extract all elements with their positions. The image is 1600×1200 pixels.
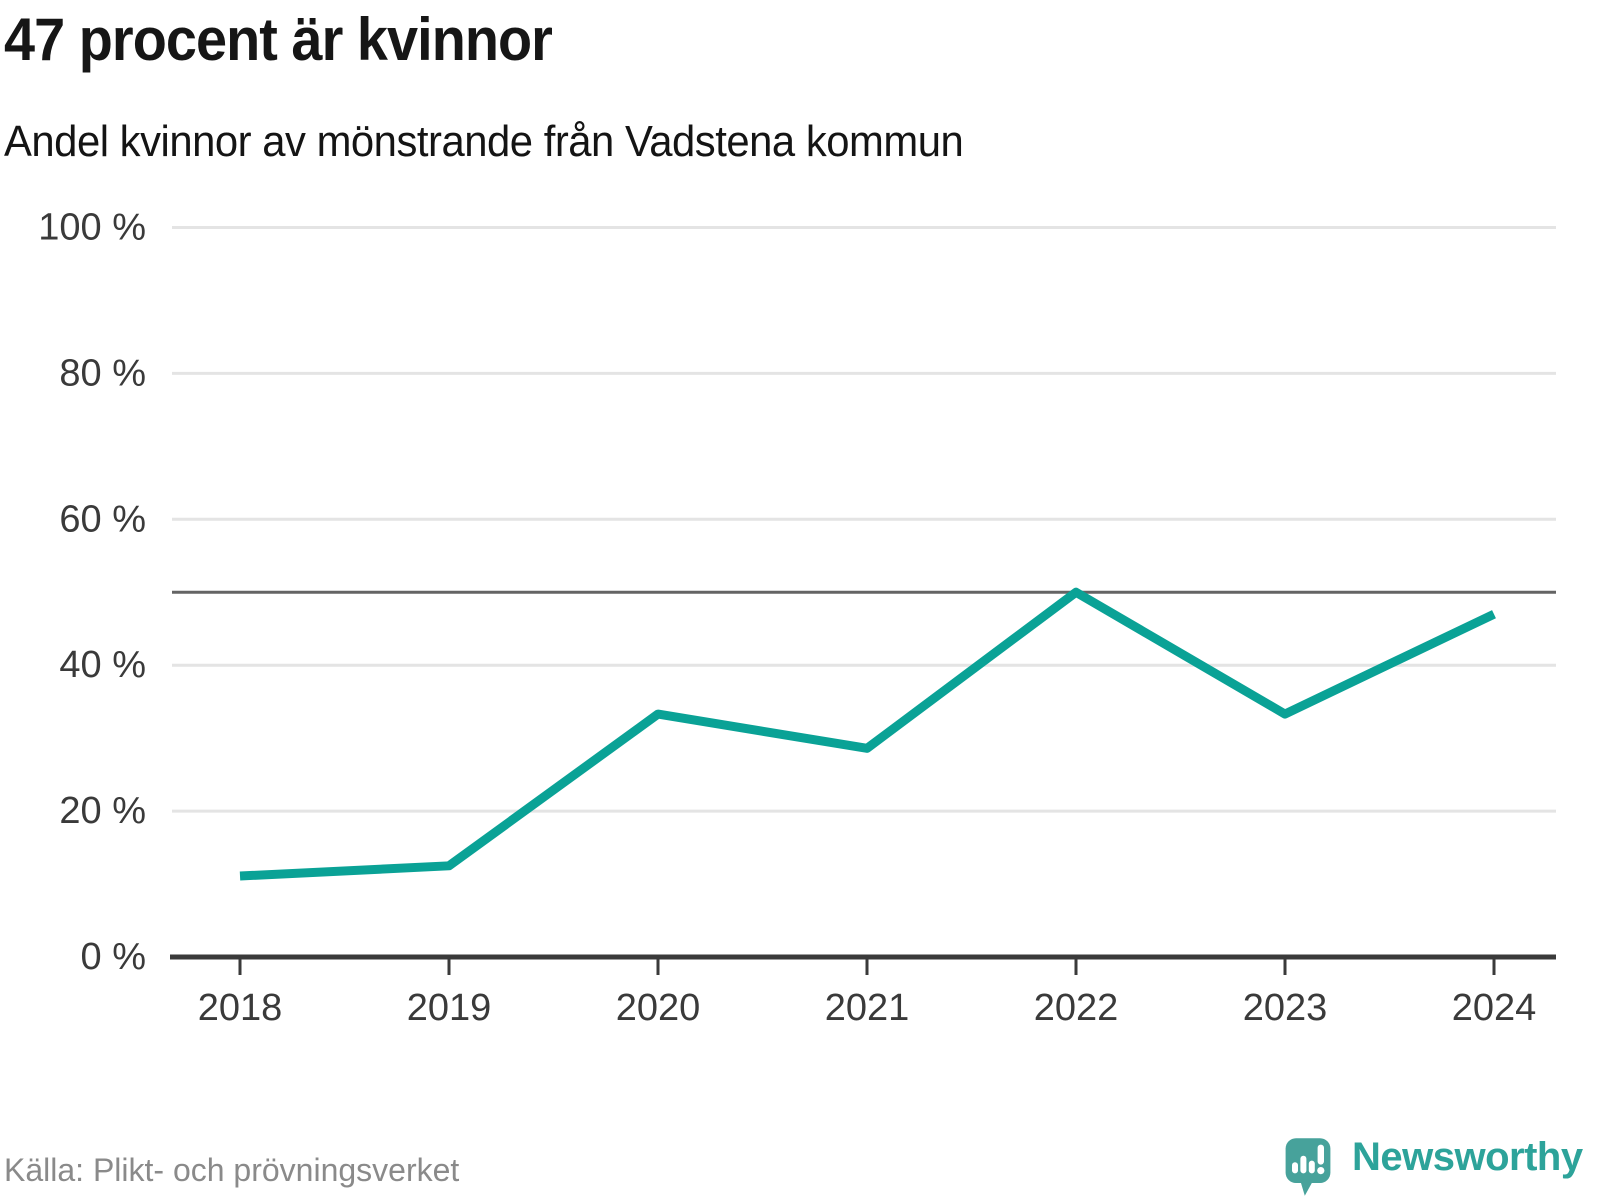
pin-bars-icon	[1292, 1144, 1325, 1175]
y-tick-label: 20 %	[59, 790, 146, 832]
x-tick-label: 2023	[1243, 987, 1328, 1029]
y-tick-label: 100 %	[38, 207, 146, 249]
y-tick-label: 40 %	[59, 644, 146, 686]
newsworthy-pin-icon	[1285, 1138, 1331, 1196]
x-tick-label: 2022	[1034, 987, 1119, 1029]
x-tick-label: 2020	[616, 987, 701, 1029]
brand-wordmark: Newsworthy	[1352, 1135, 1583, 1179]
x-tick-label: 2019	[407, 987, 492, 1029]
data-line	[239, 587, 1496, 881]
newsworthy-logo: Newsworthy	[1284, 1136, 1583, 1198]
chart-title: 47 procent är kvinnor	[4, 6, 553, 73]
x-tick-label: 2021	[825, 987, 910, 1029]
y-tick-label: 60 %	[59, 498, 146, 540]
x-tick-label: 2024	[1452, 987, 1537, 1029]
chart-subtitle: Andel kvinnor av mönstrande från Vadsten…	[4, 117, 964, 166]
y-tick-label: 0 %	[81, 936, 146, 978]
y-tick-label: 80 %	[59, 352, 146, 394]
x-tick-label: 2018	[198, 987, 283, 1029]
source-note: Källa: Plikt- och prövningsverket	[4, 1152, 460, 1188]
